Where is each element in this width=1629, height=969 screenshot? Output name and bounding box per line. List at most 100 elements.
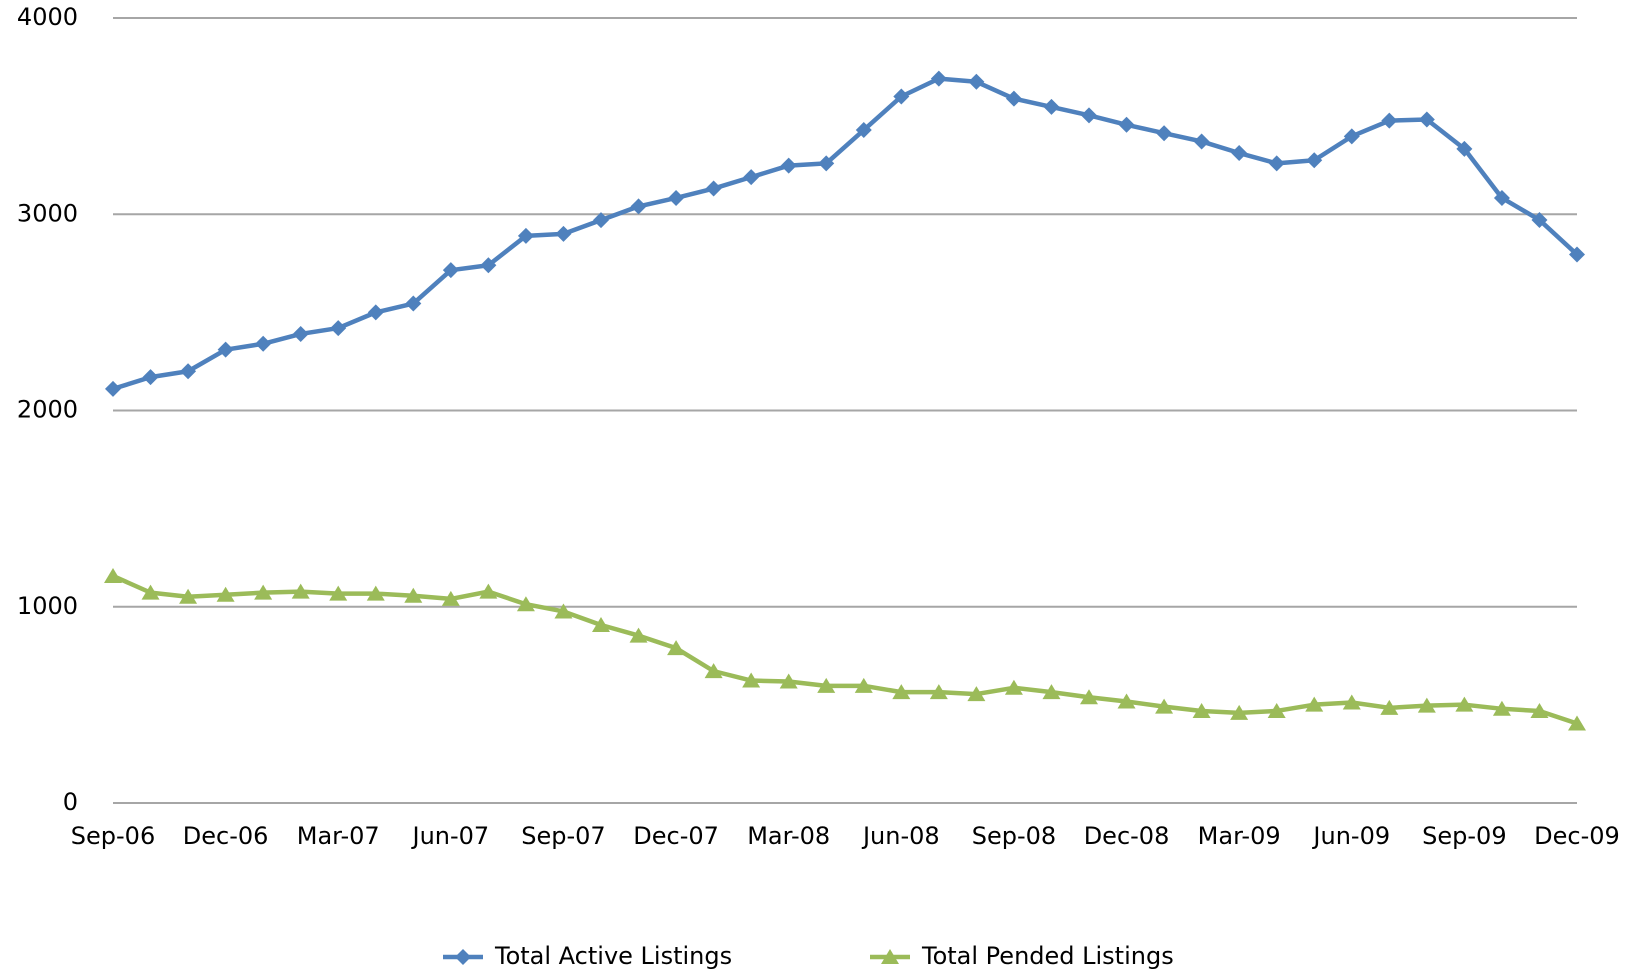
data-point	[1417, 697, 1436, 713]
data-point	[1117, 693, 1136, 709]
data-point	[292, 325, 309, 342]
data-point	[366, 585, 385, 601]
data-point	[854, 677, 873, 693]
data-point	[554, 603, 573, 619]
data-point	[930, 70, 947, 87]
y-tick-label: 1000	[17, 592, 78, 620]
data-point	[818, 155, 835, 172]
data-point	[479, 583, 498, 599]
legend-marker	[455, 949, 471, 965]
series-line	[112, 573, 1578, 726]
x-tick-label: Mar-08	[747, 822, 830, 850]
legend-label: Total Active Listings	[494, 942, 732, 969]
data-point	[141, 584, 160, 600]
data-point	[441, 590, 460, 606]
x-tick-label: Dec-06	[183, 822, 269, 850]
data-point	[704, 663, 723, 679]
data-point	[1493, 189, 1510, 206]
data-point	[105, 380, 121, 397]
x-tick-label: Sep-06	[71, 822, 155, 850]
y-tick-label: 0	[63, 788, 78, 816]
x-tick-label: Dec-08	[1084, 822, 1170, 850]
data-point	[405, 295, 422, 312]
data-point	[142, 369, 159, 386]
data-point	[1306, 152, 1323, 169]
data-point	[516, 596, 535, 612]
y-tick-label: 3000	[17, 199, 78, 227]
data-point	[217, 341, 234, 358]
data-point	[779, 673, 798, 689]
data-point	[1155, 698, 1174, 714]
data-point	[817, 677, 836, 693]
data-point	[892, 684, 911, 700]
series-line	[112, 76, 1579, 392]
data-point	[1343, 128, 1360, 145]
data-point	[179, 588, 198, 604]
x-tick-label: Mar-07	[297, 822, 380, 850]
x-tick-label: Mar-09	[1198, 822, 1281, 850]
data-point	[104, 567, 122, 583]
x-tick-label: Dec-09	[1534, 822, 1620, 850]
data-point	[780, 157, 797, 174]
data-point	[1342, 694, 1361, 710]
legend-marker	[881, 949, 899, 964]
data-point	[705, 180, 722, 197]
data-point	[1530, 702, 1549, 718]
data-point	[1080, 689, 1098, 705]
data-point	[1043, 98, 1060, 115]
x-tick-label: Jun-09	[1311, 822, 1390, 850]
data-point	[967, 686, 986, 702]
data-point	[1381, 112, 1398, 129]
data-point	[855, 122, 872, 139]
data-point	[329, 585, 348, 601]
legend-label: Total Pended Listings	[921, 942, 1174, 969]
data-point	[1305, 696, 1324, 712]
data-point	[216, 586, 235, 602]
data-point	[1492, 700, 1511, 716]
data-point	[1042, 684, 1061, 700]
data-point	[929, 684, 948, 700]
data-point	[968, 73, 985, 90]
data-point	[742, 672, 761, 688]
data-point	[1268, 155, 1285, 172]
data-point	[442, 262, 459, 279]
data-point	[1004, 679, 1023, 695]
data-point	[629, 627, 648, 643]
data-point	[668, 189, 685, 206]
data-point	[1267, 702, 1286, 718]
data-point	[1193, 133, 1210, 150]
data-point	[1231, 145, 1248, 162]
x-tick-label: Dec-07	[633, 822, 719, 850]
data-point	[893, 88, 910, 105]
data-point	[291, 583, 310, 599]
data-point	[1569, 246, 1585, 263]
data-point	[404, 587, 423, 603]
data-point	[1380, 699, 1399, 715]
data-point	[1156, 125, 1173, 142]
data-point	[517, 227, 534, 244]
data-point	[255, 335, 272, 352]
data-point	[1456, 140, 1473, 157]
data-point	[1192, 702, 1211, 718]
data-point	[1568, 715, 1586, 731]
data-point	[1230, 704, 1249, 720]
x-tick-label: Jun-07	[410, 822, 489, 850]
data-point	[480, 257, 497, 274]
data-point	[630, 198, 647, 215]
data-point	[367, 304, 384, 321]
y-tick-label: 4000	[17, 3, 78, 31]
y-tick-label: 2000	[17, 396, 78, 424]
data-point	[1005, 90, 1022, 107]
data-point	[555, 225, 572, 242]
x-tick-label: Jun-08	[861, 822, 940, 850]
data-point	[180, 363, 197, 380]
data-point	[1418, 111, 1435, 128]
x-tick-label: Sep-07	[521, 822, 605, 850]
data-point	[667, 640, 686, 656]
data-point	[254, 584, 273, 600]
data-point	[593, 212, 609, 229]
x-tick-label: Sep-09	[1422, 822, 1506, 850]
data-point	[743, 169, 760, 186]
data-point	[1081, 107, 1097, 124]
